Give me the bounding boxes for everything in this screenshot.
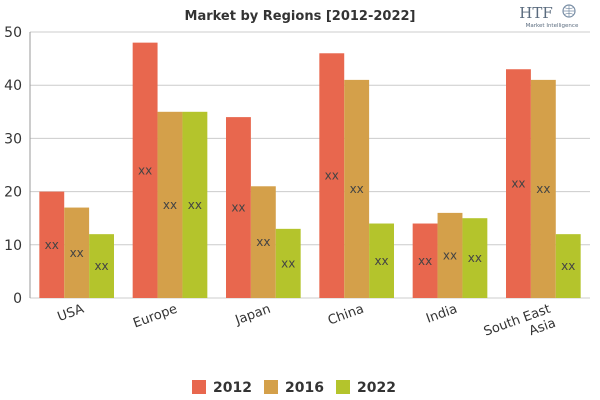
data-label-2012-5: xx [511, 177, 525, 191]
bar-2022-4 [462, 218, 488, 298]
bar-2016-5 [530, 79, 556, 298]
data-label-2022-3: xx [374, 254, 388, 268]
bar-2022-3 [369, 223, 394, 298]
x-tick-label-line: Japan [233, 302, 273, 329]
bar-2016-0 [64, 207, 90, 298]
x-tick-label-line: Europe [131, 302, 179, 332]
data-label-2022-0: xx [94, 259, 108, 273]
y-tick-label-30: 30 [4, 131, 22, 147]
data-label-2012-3: xx [325, 169, 339, 183]
x-tick-label-2: Japan [233, 302, 273, 329]
y-tick-label-10: 10 [4, 238, 22, 254]
data-label-2016-1: xx [163, 198, 177, 212]
legend-swatch-2012 [192, 380, 206, 394]
bar-2012-0 [39, 191, 65, 298]
data-label-2012-0: xx [45, 238, 59, 252]
logo-subtext: Market Intelligence [526, 23, 579, 29]
data-label-2016-3: xx [350, 182, 364, 196]
chart-title: Market by Regions [2012-2022] [185, 9, 416, 24]
legend-label-2022: 2022 [357, 380, 396, 396]
bar-2022-1 [182, 111, 208, 298]
bar-2012-5 [506, 69, 531, 299]
bar-2012-2 [226, 117, 251, 299]
legend-label-2016: 2016 [285, 380, 324, 396]
bar-2016-2 [250, 186, 276, 298]
data-label-2016-0: xx [70, 246, 84, 260]
y-tick-label-20: 20 [4, 185, 22, 201]
y-tick-label-0: 0 [13, 291, 22, 307]
data-label-2012-2: xx [231, 201, 245, 215]
y-tick-label-40: 40 [4, 78, 22, 94]
bar-2016-1 [157, 111, 183, 298]
bar-2012-4 [412, 223, 438, 298]
x-axis: USA Europe Japan China India South EastAsia [56, 302, 558, 354]
x-tick-label-0: USA [56, 302, 87, 325]
y-axis: 0 10 20 30 40 50 [4, 25, 31, 307]
htf-logo: HTF Market Intelligence [519, 4, 579, 29]
legend: 2012 2016 2022 [192, 380, 396, 396]
data-label-2022-5: xx [561, 259, 575, 273]
x-tick-label-4: India [424, 302, 459, 327]
bar-2022-0 [89, 234, 114, 298]
bar-2022-5 [555, 234, 581, 298]
data-label-2016-2: xx [256, 235, 270, 249]
data-label-2022-4: xx [468, 251, 482, 265]
x-tick-label-line: USA [56, 302, 87, 325]
bar-2016-4 [437, 212, 463, 298]
logo-text: HTF [519, 4, 553, 22]
bar-2012-1 [132, 42, 158, 298]
x-tick-label-1: Europe [131, 302, 179, 332]
data-label-2016-5: xx [536, 182, 550, 196]
x-tick-label-3: China [326, 302, 366, 329]
grid-lines [30, 31, 590, 299]
legend-swatch-2016 [264, 380, 278, 394]
bar-2012-3 [319, 53, 345, 298]
bar-2016-3 [344, 79, 370, 298]
data-label-2012-1: xx [138, 163, 152, 177]
x-tick-label-line: India [424, 302, 459, 327]
globe-lines-icon [563, 5, 575, 17]
legend-swatch-2022 [336, 380, 350, 394]
data-label-2016-4: xx [443, 248, 457, 262]
data-label-2022-1: xx [188, 198, 202, 212]
x-tick-label-5: South EastAsia [482, 302, 558, 354]
data-label-2022-2: xx [281, 256, 295, 270]
bar-2022-2 [275, 228, 301, 298]
legend-label-2012: 2012 [213, 380, 252, 396]
y-tick-label-50: 50 [4, 25, 22, 41]
data-label-2012-4: xx [418, 254, 432, 268]
x-tick-label-line: China [326, 302, 366, 329]
